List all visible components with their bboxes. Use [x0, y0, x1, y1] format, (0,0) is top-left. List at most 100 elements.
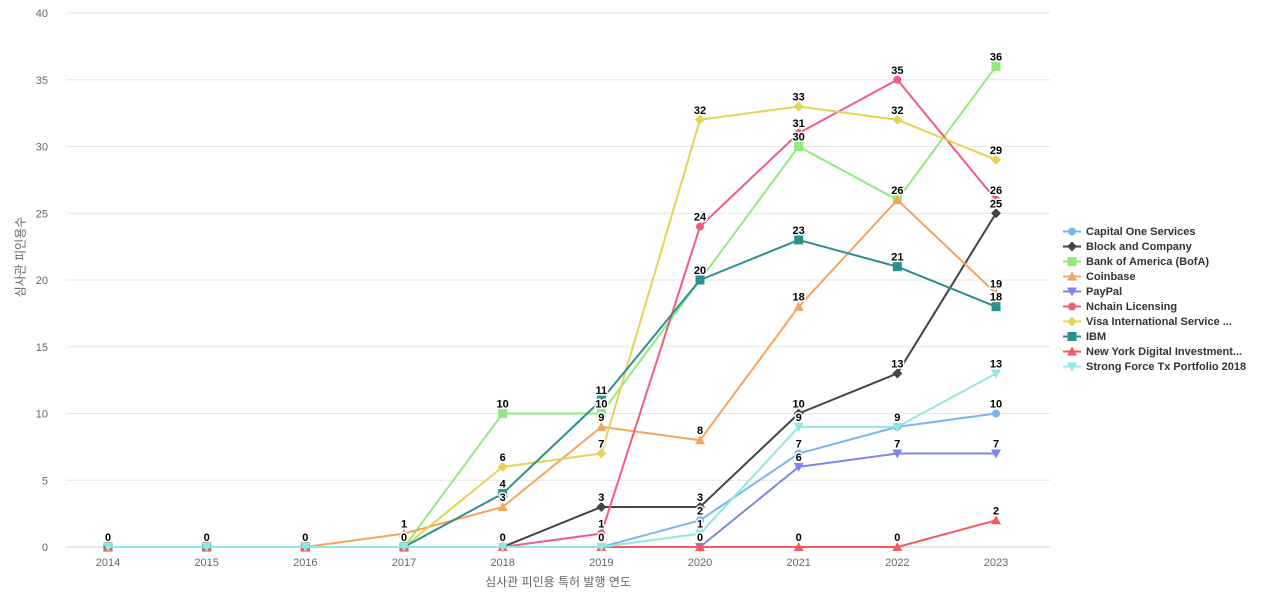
legend-item-block-and-company[interactable]: Block and Company [1063, 239, 1246, 254]
data-point-marker[interactable] [794, 235, 804, 245]
square-legend-marker-icon [1063, 257, 1081, 266]
data-point-marker[interactable] [991, 154, 1002, 165]
data-point-marker[interactable] [794, 142, 804, 151]
data-point-marker[interactable] [794, 449, 803, 458]
data-point-marker[interactable] [991, 449, 1002, 459]
data-point-marker[interactable] [498, 489, 508, 499]
square-legend-marker-icon [1063, 332, 1081, 341]
legend-item-bank-of-america-bofa[interactable]: Bank of America (BofA) [1063, 254, 1246, 269]
data-label: 7 [993, 439, 999, 451]
data-point-marker[interactable] [793, 422, 804, 432]
data-point-marker[interactable] [497, 461, 508, 472]
data-point-marker[interactable] [596, 421, 607, 431]
data-label: 13 [891, 358, 903, 370]
legend-item-capital-one-services[interactable]: Capital One Services [1063, 224, 1246, 239]
data-point-marker[interactable] [793, 101, 804, 112]
series-line-coinbase[interactable] [107, 198, 998, 548]
data-point-marker[interactable] [596, 395, 606, 405]
data-point-marker[interactable] [596, 501, 607, 512]
legend-marker-shape [1067, 287, 1077, 297]
data-point-marker[interactable] [991, 302, 1001, 312]
data-point-marker[interactable] [597, 529, 606, 538]
legend-item-strong-force-tx-portfolio-2018[interactable]: Strong Force Tx Portfolio 2018 [1063, 359, 1246, 374]
data-label: 25 [990, 198, 1002, 210]
legend-item-label: New York Digital Investment... [1086, 345, 1243, 358]
data-point-marker[interactable] [892, 114, 903, 125]
data-point-marker[interactable] [695, 435, 706, 445]
data-point-marker[interactable] [992, 195, 1001, 204]
data-point-marker[interactable] [892, 542, 903, 551]
data-point-marker[interactable] [991, 369, 1002, 379]
data-point-marker[interactable] [300, 543, 311, 552]
data-point-marker[interactable] [892, 449, 903, 459]
data-point-marker[interactable] [695, 114, 706, 125]
data-point-marker[interactable] [201, 543, 212, 552]
data-point-marker[interactable] [399, 543, 410, 552]
data-point-marker[interactable] [103, 543, 113, 552]
data-label: 30 [793, 132, 805, 144]
data-point-marker[interactable] [793, 408, 804, 419]
data-label: 13 [990, 358, 1002, 370]
data-point-marker[interactable] [892, 368, 903, 379]
data-point-marker[interactable] [991, 61, 1001, 71]
data-point-marker[interactable] [892, 194, 903, 204]
series-line-new-york-digital-investment[interactable] [107, 519, 998, 548]
x-tick-label: 2023 [984, 557, 1008, 569]
data-point-marker[interactable] [793, 301, 804, 311]
data-point-marker[interactable] [498, 409, 508, 418]
data-label: 0 [598, 532, 604, 544]
data-point-marker[interactable] [695, 501, 706, 512]
x-axis-title: 심사관 피인용 특허 발행 연도 [485, 575, 631, 589]
data-label: 0 [697, 532, 703, 544]
x-tick-label: 2017 [392, 557, 416, 569]
legend-marker-shape [1067, 316, 1077, 327]
data-label: 32 [891, 105, 903, 117]
data-point-marker[interactable] [696, 222, 705, 231]
data-label: 3 [598, 492, 604, 504]
data-point-marker[interactable] [399, 528, 410, 538]
data-point-marker[interactable] [992, 409, 1001, 418]
legend-item-paypal[interactable]: PayPal [1063, 284, 1246, 299]
series-line-block-and-company[interactable] [107, 212, 998, 548]
data-label: 32 [694, 105, 706, 117]
diamond-legend-marker-icon [1063, 241, 1081, 252]
legend-marker-shape [1067, 241, 1077, 252]
data-point-marker[interactable] [794, 129, 803, 138]
data-point-marker[interactable] [695, 275, 705, 285]
data-point-marker[interactable] [893, 75, 902, 84]
data-point-marker[interactable] [596, 409, 606, 418]
series-line-bank-of-america-bofa[interactable] [107, 65, 998, 548]
y-tick-label: 0 [42, 542, 48, 554]
series-line-visa-international-service[interactable] [107, 105, 998, 548]
data-point-marker[interactable] [695, 542, 706, 551]
data-point-marker[interactable] [892, 422, 903, 432]
data-point-marker[interactable] [696, 516, 705, 525]
series-line-nchain-licensing[interactable] [107, 78, 998, 548]
data-label: 1 [401, 519, 407, 531]
data-point-marker[interactable] [596, 448, 607, 459]
data-point-marker[interactable] [793, 542, 804, 551]
legend-item-visa-international-service[interactable]: Visa International Service ... [1063, 314, 1246, 329]
y-tick-label: 40 [36, 8, 48, 20]
data-point-marker[interactable] [695, 529, 706, 539]
data-point-marker[interactable] [497, 501, 508, 511]
y-axis-title: 심사관 피인용수 [13, 216, 28, 298]
legend-item-new-york-digital-investment[interactable]: New York Digital Investment... [1063, 344, 1246, 359]
data-label: 3 [500, 492, 506, 504]
data-point-marker[interactable] [793, 462, 804, 472]
y-tick-label: 10 [36, 409, 48, 421]
data-label: 18 [793, 292, 805, 304]
series-line-ibm[interactable] [107, 238, 998, 548]
legend-item-nchain-licensing[interactable]: Nchain Licensing [1063, 299, 1246, 314]
series-line-strong-force-tx-portfolio-2018[interactable] [107, 372, 998, 548]
data-point-marker[interactable] [991, 208, 1002, 219]
legend-item-coinbase[interactable]: Coinbase [1063, 269, 1246, 284]
legend-item-ibm[interactable]: IBM [1063, 329, 1246, 344]
triangle-down-legend-marker-icon [1063, 362, 1081, 372]
data-point-marker[interactable] [596, 543, 607, 552]
data-point-marker[interactable] [497, 543, 508, 552]
data-label: 8 [697, 425, 703, 437]
data-point-marker[interactable] [991, 288, 1002, 298]
data-point-marker[interactable] [991, 515, 1002, 525]
data-point-marker[interactable] [892, 262, 902, 272]
